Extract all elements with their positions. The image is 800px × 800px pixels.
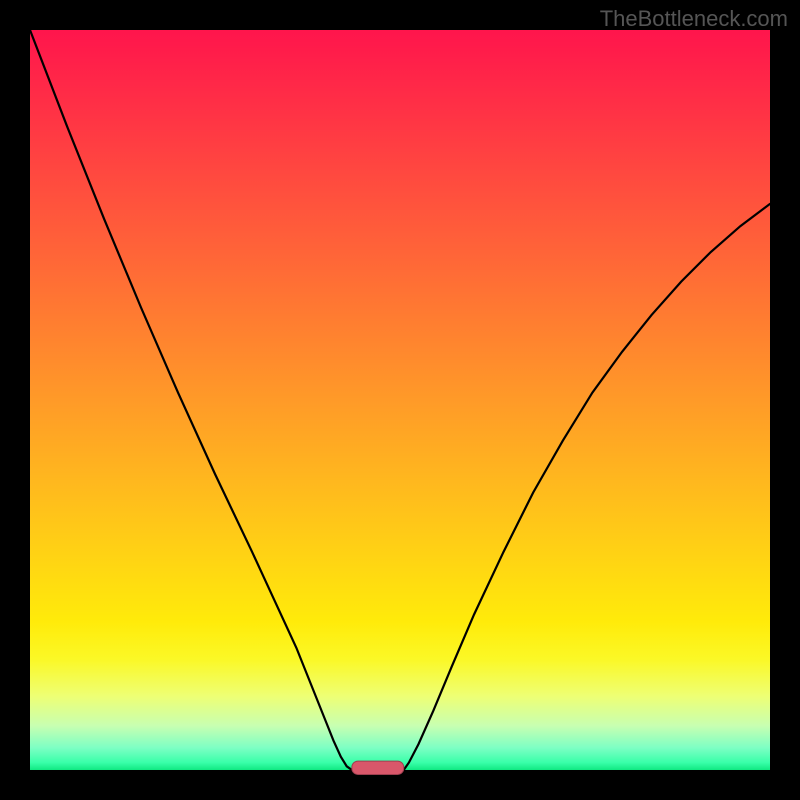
chart-container: TheBottleneck.com [0, 0, 800, 800]
watermark-text: TheBottleneck.com [600, 6, 788, 32]
chart-plot-background [30, 30, 770, 770]
bottleneck-chart [0, 0, 800, 800]
optimal-marker [352, 761, 404, 774]
